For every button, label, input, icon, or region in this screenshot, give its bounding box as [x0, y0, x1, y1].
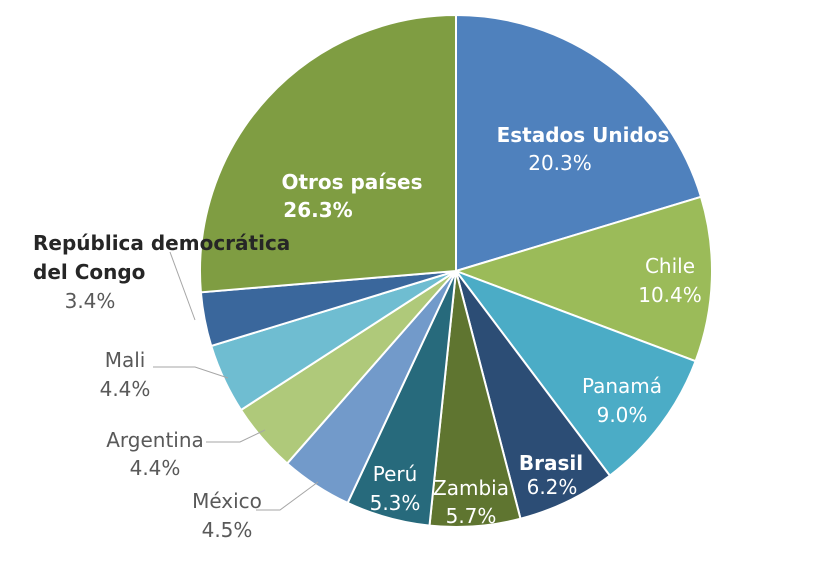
leader-line-mexico	[256, 481, 319, 511]
slice-label-zambia: Zambia	[433, 476, 509, 500]
slice-label-chile: Chile	[645, 254, 695, 278]
slice-value-argentina: 4.4%	[130, 456, 181, 480]
slice-value-zambia: 5.7%	[446, 504, 497, 528]
pie-slice-estados-unidos	[455, 13, 703, 273]
slice-value-mali: 4.4%	[100, 377, 151, 401]
slice-value-otros-paises: 26.3%	[283, 198, 352, 222]
slice-value-chile: 10.4%	[638, 283, 702, 307]
pie-slice-otros-paises	[199, 13, 457, 294]
slice-label-panama: Panamá	[582, 374, 662, 398]
slice-label-rdc: República democrática del Congo	[33, 231, 297, 284]
slice-label-argentina: Argentina	[106, 428, 204, 452]
slice-value-mexico: 4.5%	[202, 518, 253, 542]
leader-line-argentina	[206, 429, 266, 443]
leader-lines	[153, 251, 319, 511]
pie-slices	[199, 13, 713, 528]
slice-value-brasil: 6.2%	[527, 475, 578, 499]
slice-value-panama: 9.0%	[597, 403, 648, 427]
slice-value-rdc: 3.4%	[65, 289, 116, 313]
slice-label-mexico: México	[192, 489, 262, 513]
slice-label-otros-paises: Otros países	[281, 170, 422, 194]
slice-label-mali: Mali	[105, 348, 146, 372]
slice-label-estados-unidos: Estados Unidos	[497, 123, 670, 147]
slice-label-peru: Perú	[373, 462, 418, 486]
leader-line-mali	[153, 366, 229, 379]
slice-value-estados-unidos: 20.3%	[528, 151, 592, 175]
pie-slice-panama	[453, 268, 697, 478]
slice-label-brasil: Brasil	[519, 451, 583, 475]
slice-value-peru: 5.3%	[370, 491, 421, 515]
leader-line-rdc	[169, 251, 196, 321]
pie-slice-chile	[452, 195, 713, 363]
